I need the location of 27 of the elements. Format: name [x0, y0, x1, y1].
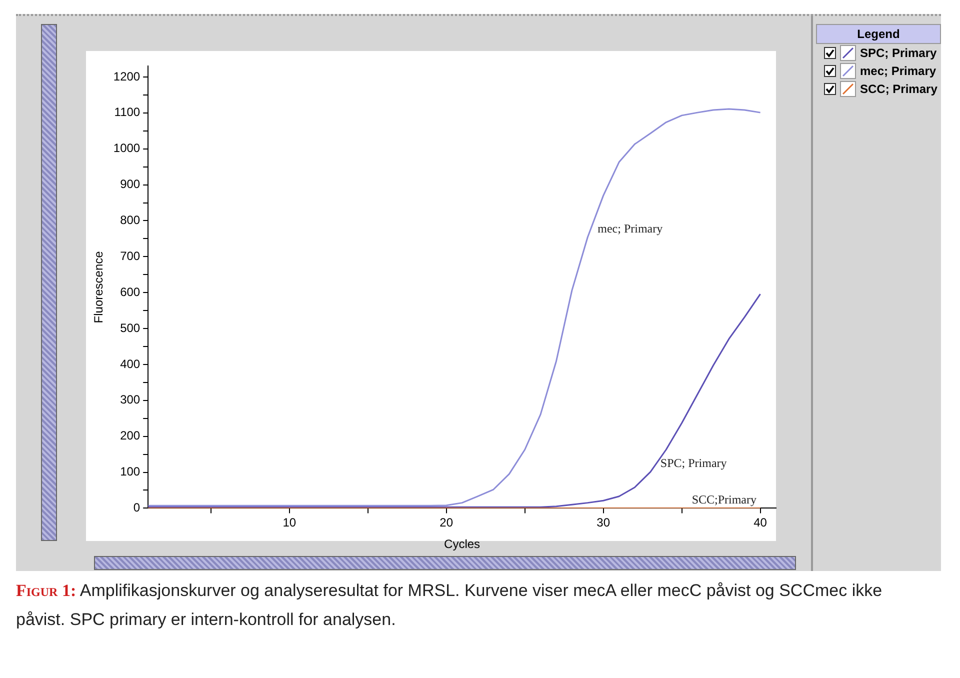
y-tick-label: 700 [120, 248, 140, 263]
x-tick-label: 40 [754, 516, 768, 530]
y-tick-label: 500 [120, 320, 140, 335]
y-tick-label: 100 [120, 464, 140, 479]
annotation: mec; Primary [598, 221, 663, 236]
annotation: SCC;Primary [692, 492, 756, 506]
legend-title: Legend [816, 24, 941, 44]
y-tick-label: 400 [120, 356, 140, 371]
y-tick-label: 0 [133, 500, 140, 515]
x-tick-label: 30 [596, 516, 610, 530]
y-tick-label: 600 [120, 284, 140, 299]
y-tick-label: 900 [120, 177, 140, 192]
legend-label: SCC; Primary [860, 82, 938, 96]
y-tick-label: 200 [120, 428, 140, 443]
y-tick-label: 800 [120, 213, 140, 228]
x-axis-title: Cycles [444, 537, 480, 552]
legend-label: mec; Primary [860, 64, 936, 78]
y-tick-label: 1200 [113, 69, 140, 84]
y-tick-label: 300 [120, 392, 140, 407]
annotation: SPC; Primary [660, 456, 727, 470]
text: Figur 1: Amplifikasjonskurver og analyseresultat for MRSL. Kurvene viser mecA eller mecC påvist og SCCmec ikke påvist. SPC primary er intern-kontroll for analysen. [16, 581, 882, 629]
x-tick-label: 10 [282, 516, 296, 530]
x-tick-label: 20 [440, 516, 454, 530]
y-axis-title: Fluorescence [92, 250, 106, 324]
y-tick-label: 1000 [113, 141, 140, 156]
legend-label: SPC; Primary [860, 46, 937, 60]
y-tick-label: 1100 [114, 105, 140, 120]
